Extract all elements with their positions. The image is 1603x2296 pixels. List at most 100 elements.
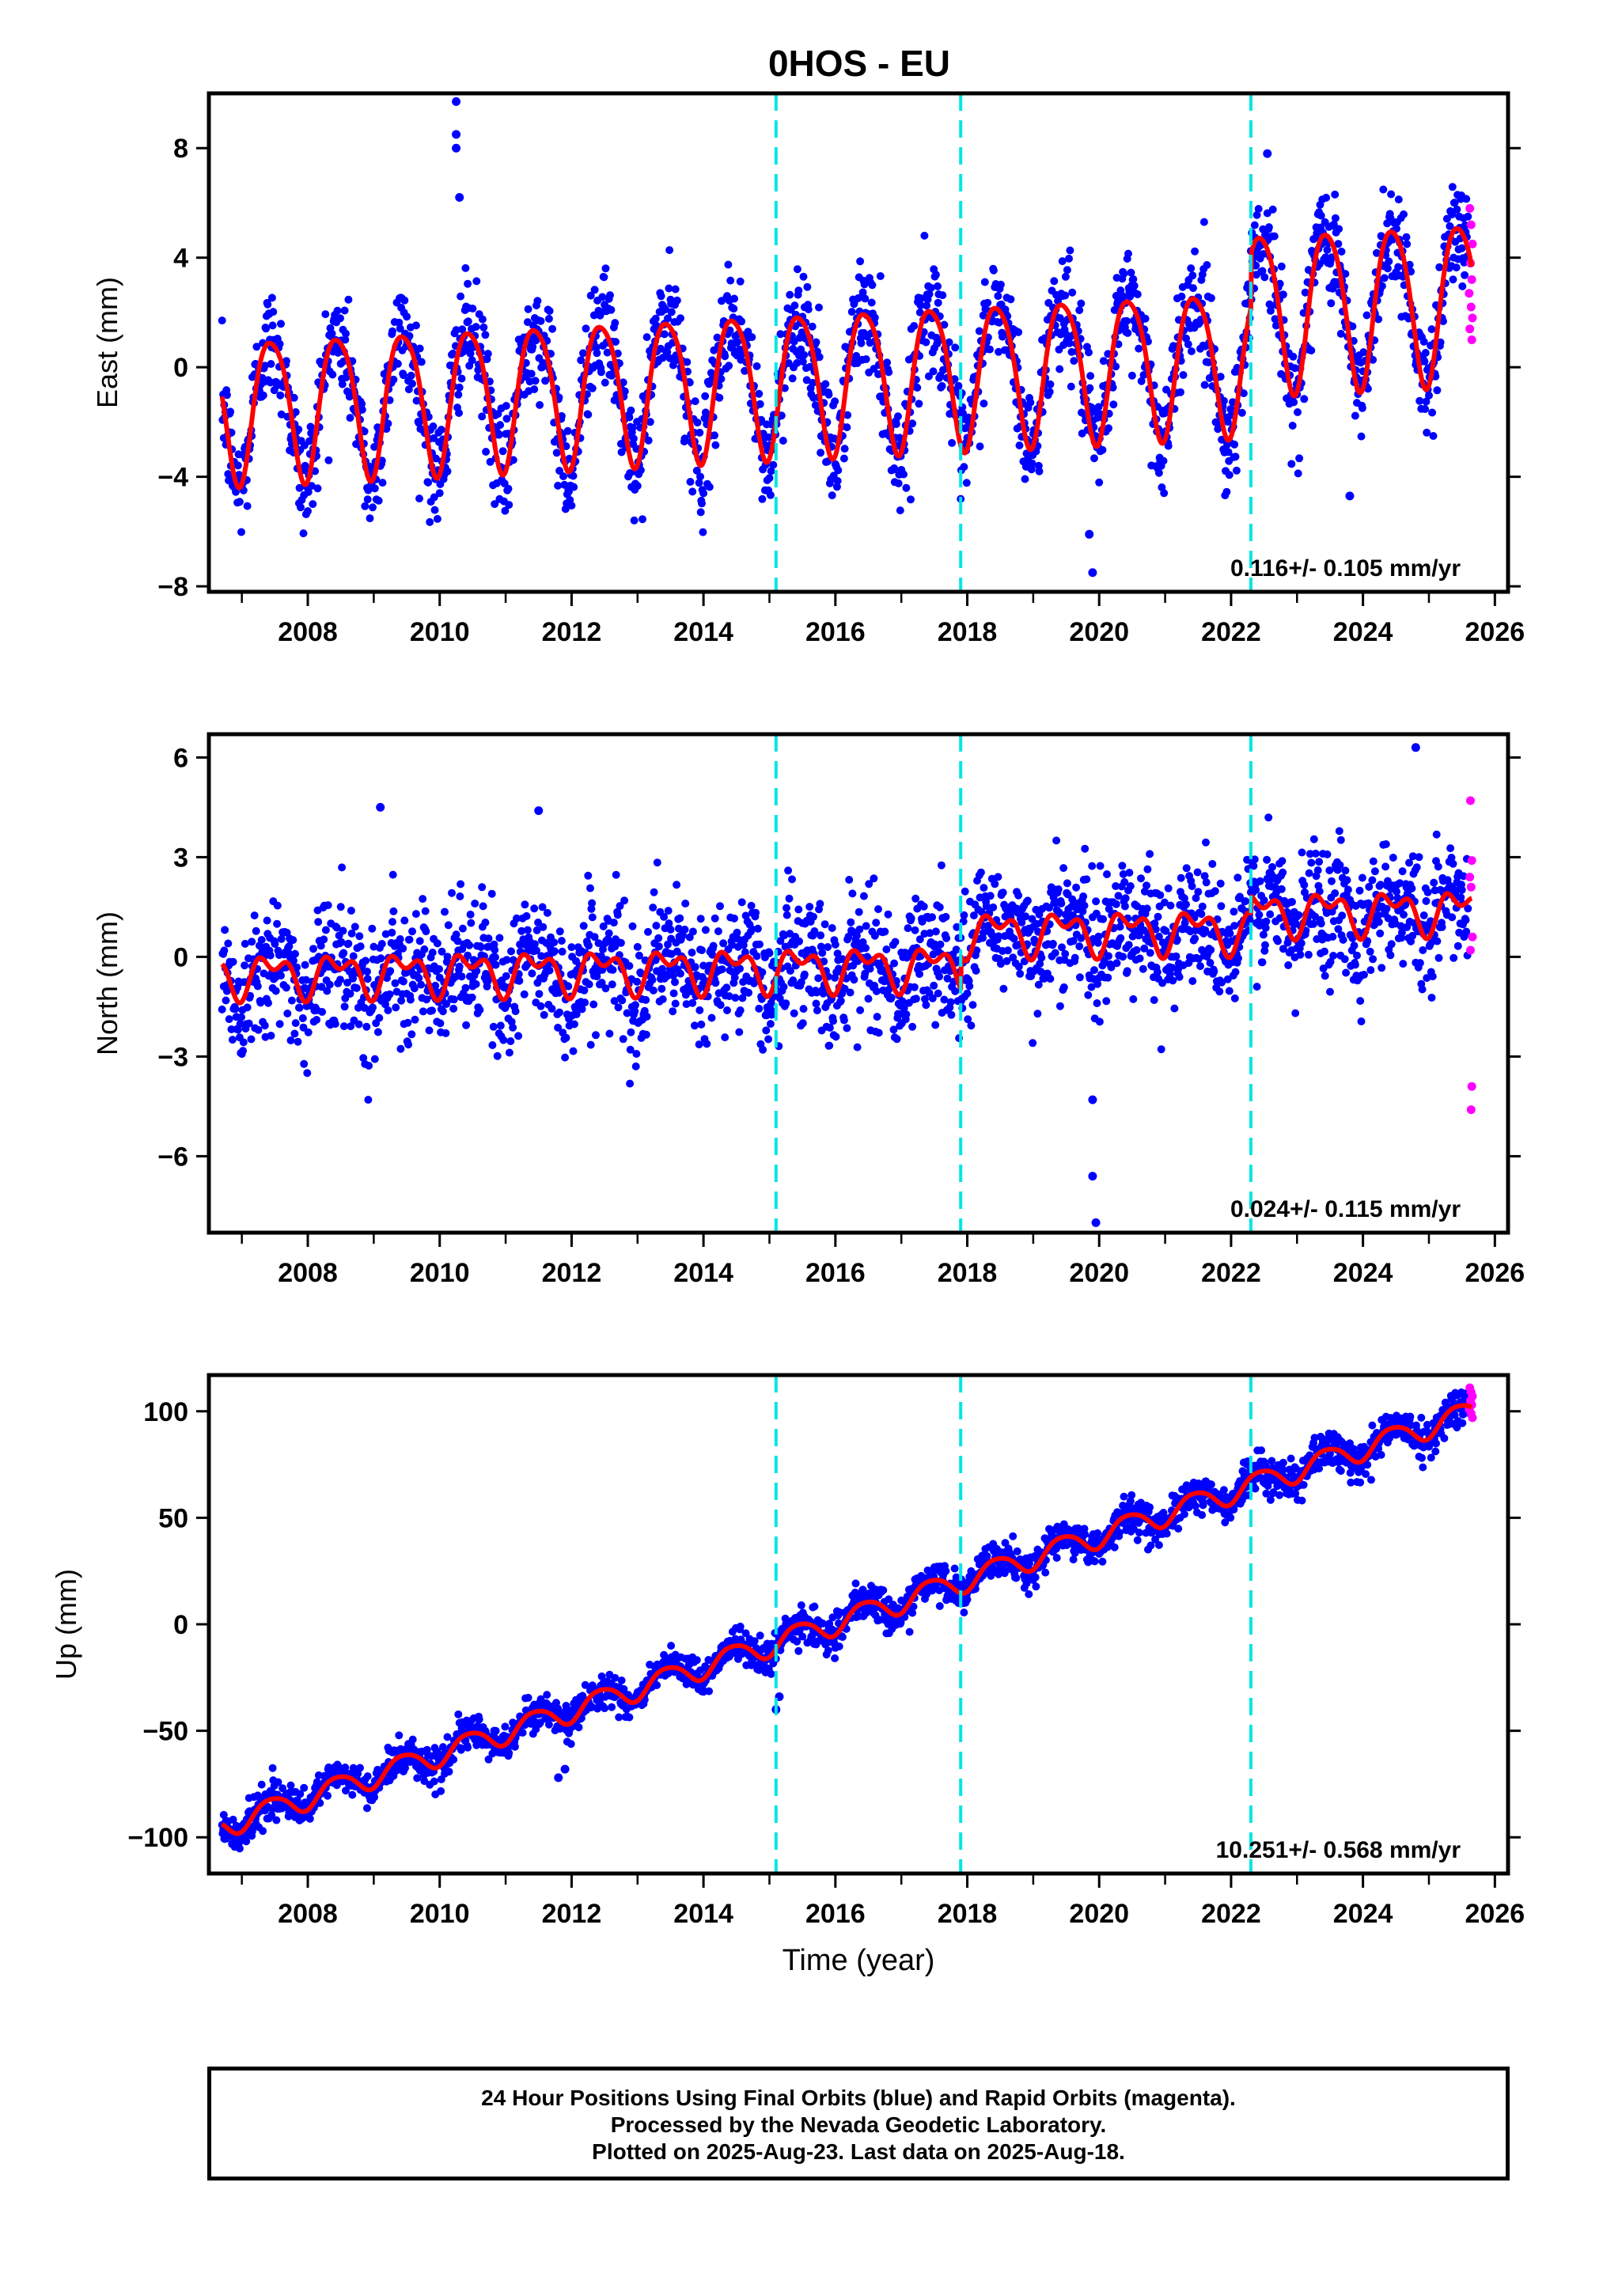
x-tick-label: 2024 xyxy=(1333,1258,1393,1288)
x-tick-label: 2024 xyxy=(1333,617,1393,647)
rapid-orbit-point xyxy=(1466,220,1476,229)
y-tick-label: 8 xyxy=(173,134,188,164)
x-tick-label: 2016 xyxy=(805,617,866,647)
x-tick-label: 2012 xyxy=(542,1899,602,1929)
x-tick-label: 2016 xyxy=(805,1899,866,1929)
outlier-point xyxy=(452,130,461,139)
rapid-orbit-point xyxy=(1465,945,1475,955)
rapid-orbit-point xyxy=(1467,1082,1476,1091)
rapid-orbit-point xyxy=(1468,1413,1477,1423)
y-axis-label: East (mm) xyxy=(91,277,123,408)
footer-line-1: 24 Hour Positions Using Final Orbits (bl… xyxy=(481,2086,1236,2110)
panel-north: 2008 2010 2012 2014 2016 2018 2020 2022 2024 2026… xyxy=(91,732,1525,1288)
rapid-orbit-point xyxy=(1467,335,1476,345)
plot-frame xyxy=(207,91,1510,594)
y-tick-label: 3 xyxy=(173,843,188,873)
x-axis-label: Time (year) xyxy=(783,1944,935,1977)
x-tick-label: 2026 xyxy=(1465,1899,1525,1929)
rapid-orbit-point xyxy=(1468,239,1477,248)
x-tick-label: 2022 xyxy=(1201,617,1261,647)
plot-frame xyxy=(207,732,1510,1235)
outlier-point xyxy=(1088,1095,1097,1104)
x-tick-label: 2008 xyxy=(278,1899,338,1929)
x-tick-label: 2008 xyxy=(278,617,338,647)
x-tick-label: 2018 xyxy=(938,1258,998,1288)
outlier-point xyxy=(1263,149,1272,158)
outlier-point xyxy=(452,97,461,106)
y-tick-label: −4 xyxy=(157,463,188,493)
x-tick-label: 2022 xyxy=(1201,1258,1261,1288)
x-tick-label: 2020 xyxy=(1069,1258,1129,1288)
x-tick-label: 2010 xyxy=(410,1899,470,1929)
y-tick-label: −100 xyxy=(127,1823,188,1853)
outlier-point xyxy=(452,143,461,153)
rate-label: 0.116+/- 0.105 mm/yr xyxy=(1230,555,1461,582)
footer-line-2: Processed by the Nevada Geodetic Laborat… xyxy=(610,2112,1107,2137)
rapid-orbit-point xyxy=(1465,289,1474,298)
outlier-point xyxy=(560,1764,570,1774)
outlier-point xyxy=(1411,743,1420,752)
y-tick-label: −8 xyxy=(157,572,188,602)
outlier-point xyxy=(1088,1172,1097,1181)
y-tick-label: −3 xyxy=(157,1042,188,1072)
footer-box: 24 Hour Positions Using Final Orbits (bl… xyxy=(207,2067,1510,2180)
x-tick-label: 2010 xyxy=(410,1258,470,1288)
outlier-point xyxy=(1088,568,1097,578)
rate-label: 10.251+/- 0.568 mm/yr xyxy=(1216,1837,1461,1863)
y-axis-label: Up (mm) xyxy=(50,1569,82,1680)
x-tick-label: 2016 xyxy=(805,1258,866,1288)
outlier-point xyxy=(1091,1218,1101,1227)
rapid-orbit-point xyxy=(1468,313,1477,323)
y-tick-label: −50 xyxy=(142,1717,188,1747)
rapid-orbit-point xyxy=(1467,856,1476,866)
outlier-point xyxy=(554,1773,563,1783)
data-layer xyxy=(218,1383,1477,1853)
outlier-point xyxy=(534,806,544,816)
rapid-orbit-point xyxy=(1465,324,1475,334)
x-tick-label: 2010 xyxy=(410,617,470,647)
x-tick-label: 2014 xyxy=(673,1258,733,1288)
x-tick-label: 2014 xyxy=(673,617,733,647)
final-orbit-points xyxy=(218,183,1472,538)
x-tick-label: 2008 xyxy=(278,1258,338,1288)
x-tick-label: 2026 xyxy=(1465,1258,1525,1288)
y-tick-label: −6 xyxy=(157,1142,188,1172)
rapid-orbit-point xyxy=(1466,882,1476,892)
y-tick-label: 4 xyxy=(173,244,188,274)
y-tick-label: 50 xyxy=(158,1503,188,1533)
y-tick-label: 100 xyxy=(143,1397,188,1427)
x-tick-label: 2014 xyxy=(673,1899,733,1929)
outlier-point xyxy=(455,193,464,203)
rapid-orbit-point xyxy=(1467,275,1476,284)
y-tick-label: 0 xyxy=(173,1610,188,1640)
footer-line-3: Plotted on 2025-Aug-23. Last data on 202… xyxy=(592,2139,1125,2164)
outlier-point xyxy=(376,802,385,812)
rapid-orbit-point xyxy=(1468,932,1477,942)
y-tick-label: 0 xyxy=(173,353,188,383)
timeseries-figure: 0HOS - EU 2008 2010 2012 2014 2016 2018 2020 20… xyxy=(50,43,1525,1977)
model-fit-line xyxy=(220,1403,1474,1836)
x-tick-label: 2012 xyxy=(542,617,602,647)
panel-east: 2008 2010 2012 2014 2016 2018 2020 2022 2024 2026… xyxy=(91,91,1525,647)
y-tick-label: 0 xyxy=(173,942,188,972)
model-fit-line xyxy=(220,891,1474,1006)
outlier-point xyxy=(1345,491,1355,501)
outlier-point xyxy=(1085,529,1094,539)
model-fit-line xyxy=(219,225,1475,491)
x-tick-label: 2022 xyxy=(1201,1899,1261,1929)
data-layer xyxy=(218,743,1477,1227)
panel-up: 2008 2010 2012 2014 2016 2018 2020 2022 2024 2026… xyxy=(50,1373,1525,1977)
final-orbit-points xyxy=(218,813,1472,1104)
rapid-orbit-point xyxy=(1465,203,1475,213)
x-tick-label: 2020 xyxy=(1069,617,1129,647)
x-tick-label: 2026 xyxy=(1465,617,1525,647)
data-layer xyxy=(218,97,1477,578)
rapid-orbit-point xyxy=(1465,873,1475,882)
y-axis-label: North (mm) xyxy=(91,911,123,1055)
rate-label: 0.024+/- 0.115 mm/yr xyxy=(1230,1196,1461,1222)
x-tick-label: 2018 xyxy=(938,617,998,647)
y-tick-label: 6 xyxy=(173,743,188,773)
x-tick-label: 2024 xyxy=(1333,1899,1393,1929)
rapid-orbit-point xyxy=(1466,1105,1476,1115)
x-tick-label: 2018 xyxy=(938,1899,998,1929)
